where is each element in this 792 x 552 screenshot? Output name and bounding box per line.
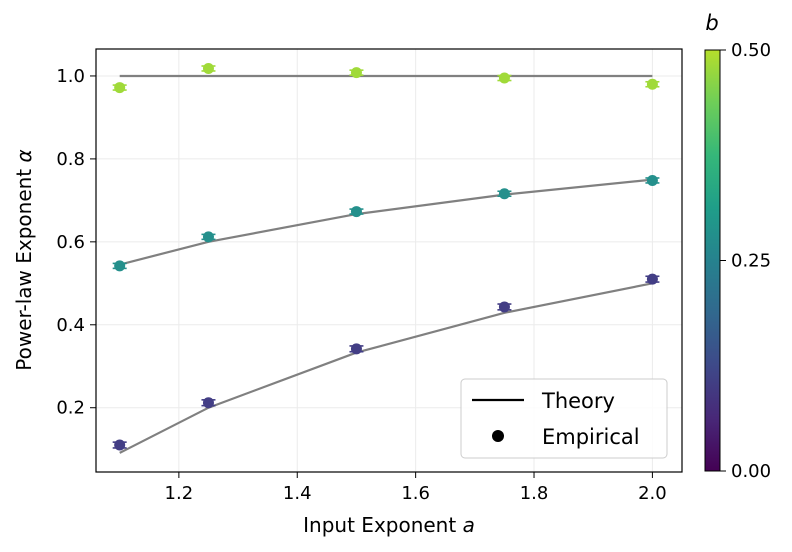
empirical-point-b-0 — [202, 397, 214, 409]
y-tick-label: 0.8 — [56, 149, 85, 170]
x-tick-label: 2.0 — [638, 483, 667, 504]
legend: Theory Empirical — [460, 378, 668, 459]
x-tick-label: 1.4 — [283, 483, 312, 504]
colorbar-gradient — [704, 49, 721, 472]
legend-theory-label: Theory — [541, 389, 615, 413]
x-tick-label: 1.8 — [520, 483, 549, 504]
empirical-point-b-0.5 — [350, 67, 362, 79]
x-axis-label: Input Exponent a — [303, 513, 475, 537]
empirical-point-b-0.5 — [114, 82, 126, 94]
empirical-points — [112, 62, 660, 451]
legend-box — [460, 378, 668, 459]
colorbar-ticks: 0.00 0.25 0.50 — [720, 40, 771, 482]
y-tick-label: 1.0 — [56, 66, 85, 87]
y-tick-label: 0.4 — [56, 315, 85, 336]
empirical-point-b-0.25 — [498, 188, 510, 200]
y-tick-label: 0.6 — [56, 232, 85, 253]
empirical-point-b-0.5 — [646, 78, 658, 90]
empirical-point-b-0.5 — [202, 62, 214, 74]
theory-line-b-0.25 — [119, 178, 653, 266]
empirical-point-b-0 — [646, 273, 658, 285]
x-axis: 1.2 1.4 1.6 1.8 2.0 — [165, 472, 667, 504]
empirical-point-b-0.25 — [350, 206, 362, 218]
empirical-point-b-0.5 — [498, 72, 510, 84]
colorbar-tick-label: 0.25 — [731, 251, 771, 272]
legend-empirical-label: Empirical — [542, 425, 640, 449]
empirical-point-b-0.25 — [202, 231, 214, 243]
y-axis: 0.2 0.4 0.6 0.8 1.0 — [56, 66, 96, 419]
empirical-point-b-0 — [350, 343, 362, 355]
empirical-point-b-0 — [114, 439, 126, 451]
legend-empirical-swatch — [492, 430, 504, 442]
x-tick-label: 1.2 — [165, 483, 194, 504]
colorbar-tick-label: 0.00 — [731, 461, 771, 482]
empirical-point-b-0 — [498, 301, 510, 313]
y-tick-label: 0.2 — [56, 398, 85, 419]
colorbar-label: b — [705, 11, 718, 35]
plot-frame — [95, 48, 683, 473]
colorbar-tick-label: 0.50 — [731, 40, 771, 61]
colorbar: b 0.00 0.25 0.50 — [704, 11, 771, 482]
empirical-point-b-0.25 — [646, 174, 658, 186]
empirical-point-b-0.25 — [114, 260, 126, 272]
y-axis-label: Power-law Exponent α — [12, 149, 36, 370]
x-tick-label: 1.6 — [401, 483, 430, 504]
